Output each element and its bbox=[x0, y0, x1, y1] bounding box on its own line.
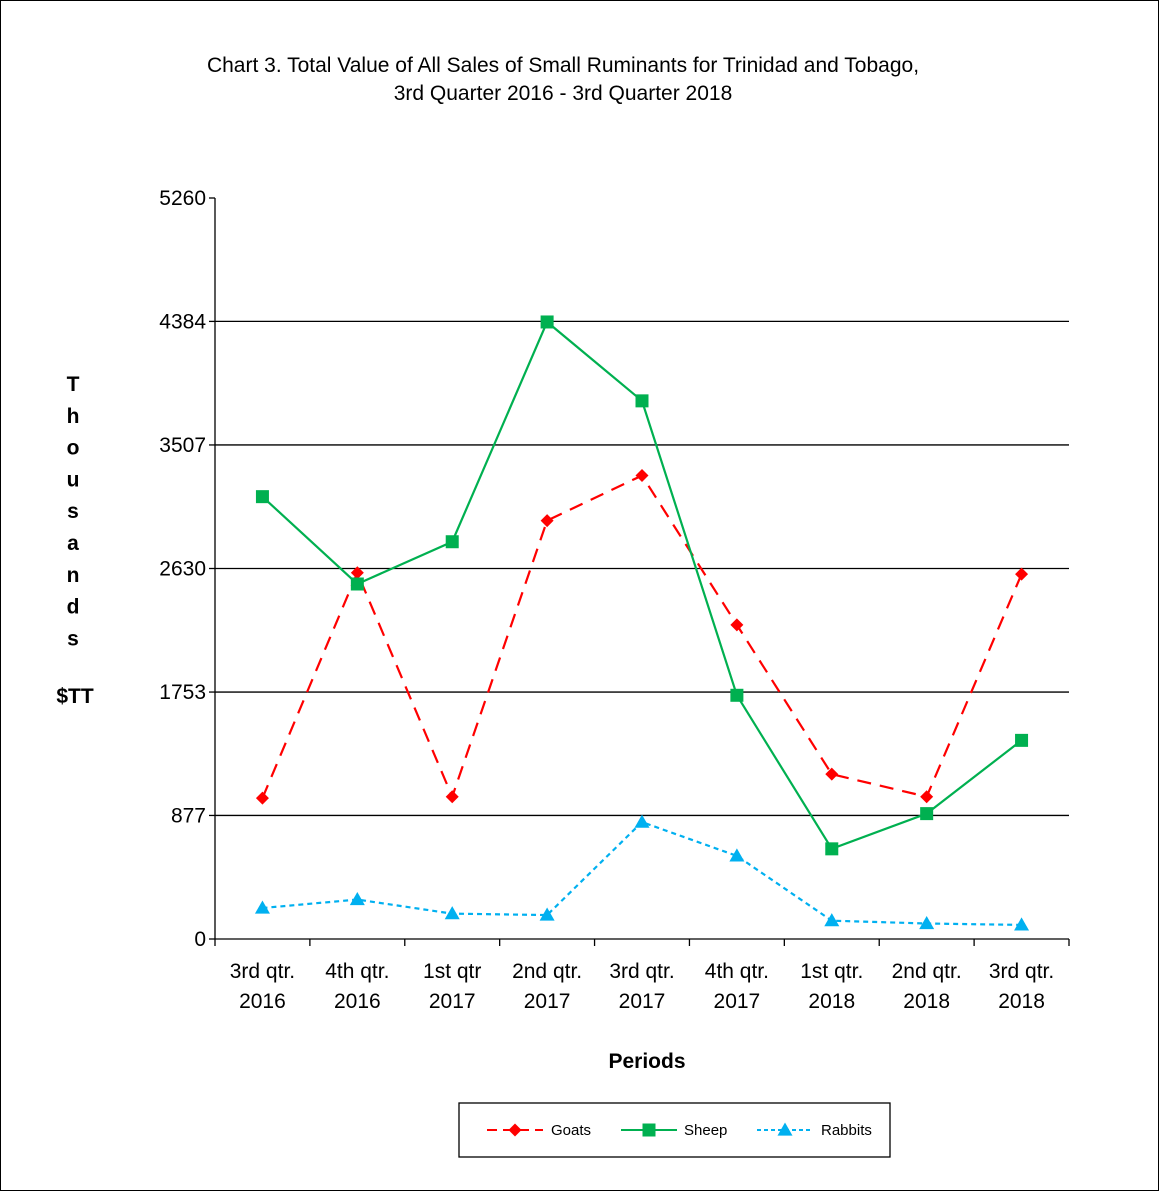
x-tick-label: 3rd qtr. 2016 bbox=[230, 960, 295, 1013]
x-tick-label: 3rd qtr. 2018 bbox=[989, 960, 1054, 1013]
legend-item-sheep: Sheep bbox=[621, 1122, 727, 1139]
data-point-goats bbox=[1015, 567, 1029, 581]
y-axis-title-letter: o bbox=[67, 437, 80, 460]
data-point-sheep bbox=[920, 807, 934, 821]
data-point-sheep bbox=[635, 394, 649, 408]
legend-marker-rabbits bbox=[777, 1122, 793, 1136]
data-point-goats bbox=[635, 469, 649, 483]
data-point-rabbits bbox=[444, 906, 460, 920]
y-tick-label: 3507 bbox=[159, 434, 206, 457]
legend-label-goats: Goats bbox=[551, 1122, 591, 1139]
chart-title: Chart 3. Total Value of All Sales of Sma… bbox=[207, 54, 919, 77]
data-point-goats bbox=[730, 618, 744, 632]
x-tick-label: 4th qtr. 2016 bbox=[325, 960, 389, 1013]
y-axis-title-letter: n bbox=[67, 564, 80, 587]
data-point-goats bbox=[350, 566, 364, 580]
y-axis-title-letter: h bbox=[67, 405, 80, 428]
data-point-goats bbox=[540, 514, 554, 528]
series-rabbits bbox=[254, 814, 1030, 931]
series-line-rabbits bbox=[262, 820, 1022, 927]
data-point-sheep bbox=[255, 490, 269, 504]
data-point-sheep bbox=[825, 842, 839, 856]
y-tick-label: 2630 bbox=[159, 558, 206, 581]
data-point-sheep bbox=[730, 688, 744, 702]
legend-marker-sheep bbox=[642, 1123, 656, 1137]
x-tick-label: 3rd qtr. 2017 bbox=[609, 960, 674, 1013]
legend-marker-goats bbox=[508, 1123, 522, 1137]
x-tick-label: 1st qtr 2017 bbox=[423, 960, 481, 1013]
data-point-rabbits bbox=[539, 907, 555, 921]
data-point-goats bbox=[920, 790, 934, 804]
data-point-rabbits bbox=[729, 848, 745, 862]
data-point-goats bbox=[445, 790, 459, 804]
data-point-sheep bbox=[445, 535, 459, 549]
data-point-rabbits bbox=[254, 900, 270, 914]
x-tick-label: 2nd qtr. 2017 bbox=[512, 960, 582, 1013]
y-axis-unit: $TT bbox=[56, 685, 94, 708]
y-axis-title-letter: s bbox=[67, 500, 79, 523]
y-axis-title-letter: a bbox=[67, 532, 79, 555]
y-tick-labels: 0 877 1753 2630 3507 4384 5260 bbox=[159, 187, 206, 951]
data-point-sheep bbox=[350, 577, 364, 591]
y-axis-title-letter: s bbox=[67, 627, 79, 650]
y-axis-title-letter: d bbox=[67, 596, 80, 619]
series-sheep bbox=[255, 315, 1029, 856]
series-goats bbox=[255, 469, 1029, 805]
series-line-goats bbox=[261, 474, 1023, 800]
x-tick-label: 4th qtr. 2017 bbox=[705, 960, 769, 1013]
y-tick-label: 4384 bbox=[159, 310, 206, 333]
legend: Goats Sheep Rabbits bbox=[458, 1102, 891, 1158]
chart-subtitle: 3rd Quarter 2016 - 3rd Quarter 2018 bbox=[394, 82, 733, 105]
y-tick-label: 877 bbox=[171, 804, 206, 827]
x-axis-title: Periods bbox=[608, 1050, 685, 1073]
data-series bbox=[254, 315, 1030, 931]
y-axis-title-letter: T bbox=[67, 373, 80, 396]
axes bbox=[209, 197, 1070, 946]
y-tick-label: 0 bbox=[194, 928, 206, 951]
data-point-rabbits bbox=[919, 916, 935, 930]
data-point-goats bbox=[825, 767, 839, 781]
data-point-sheep bbox=[540, 315, 554, 329]
legend-item-rabbits: Rabbits bbox=[757, 1122, 872, 1139]
data-point-rabbits bbox=[824, 913, 840, 927]
data-point-goats bbox=[255, 791, 269, 805]
y-axis-title-letter: u bbox=[67, 468, 80, 491]
data-point-sheep bbox=[1015, 733, 1029, 747]
data-point-rabbits bbox=[1014, 917, 1030, 931]
data-point-rabbits bbox=[634, 814, 650, 828]
x-tick-label: 2nd qtr. 2018 bbox=[892, 960, 962, 1013]
x-tick-labels: 3rd qtr. 2016 4th qtr. 2016 1st qtr 2017 2nd q… bbox=[230, 960, 1054, 1013]
x-tick-label: 1st qtr. 2018 bbox=[800, 960, 863, 1013]
legend-label-rabbits: Rabbits bbox=[821, 1122, 872, 1139]
y-tick-label: 1753 bbox=[159, 681, 206, 704]
y-tick-label: 5260 bbox=[159, 187, 206, 210]
legend-label-sheep: Sheep bbox=[684, 1122, 727, 1139]
legend-item-goats: Goats bbox=[487, 1122, 591, 1139]
data-point-rabbits bbox=[349, 892, 365, 906]
